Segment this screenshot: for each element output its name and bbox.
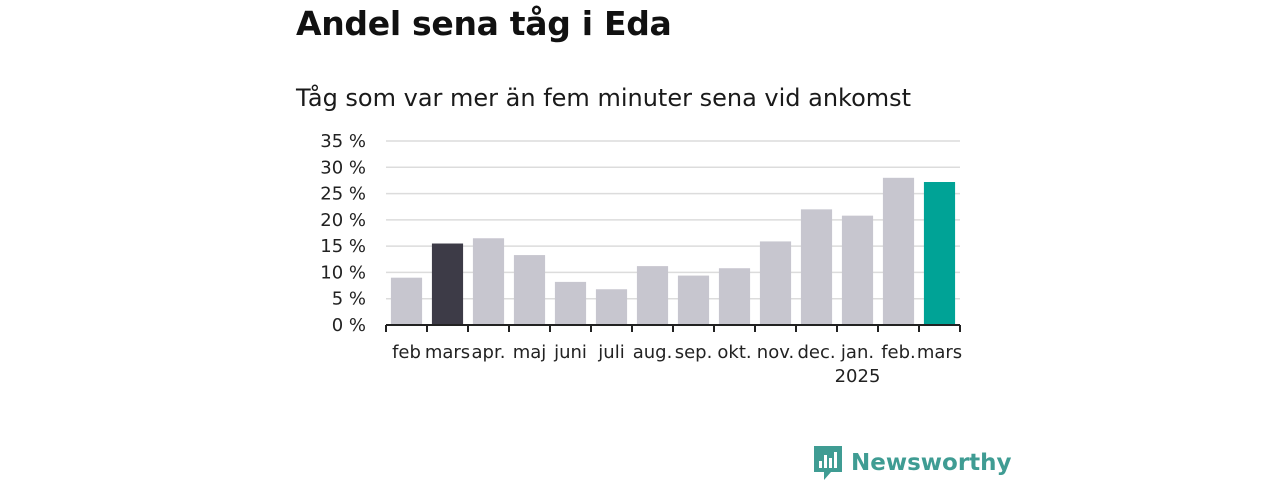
x-tick-label: mars xyxy=(917,342,962,363)
x-tick-label: apr. xyxy=(472,342,506,363)
x-tick-label: feb xyxy=(392,342,421,363)
y-tick-label: 35 % xyxy=(320,131,366,152)
y-tick-label: 30 % xyxy=(320,157,366,178)
y-tick-label: 0 % xyxy=(332,315,366,336)
bar xyxy=(841,215,874,325)
chart-subtitle: Tåg som var mer än fem minuter sena vid … xyxy=(296,84,912,112)
y-tick-label: 15 % xyxy=(320,236,366,257)
x-tick-label: sep. xyxy=(675,342,713,363)
x-tick-label: dec. xyxy=(797,342,835,363)
x-tick-label: aug. xyxy=(633,342,673,363)
x-tick-label: maj xyxy=(513,342,547,363)
chart-title: Andel sena tåg i Eda xyxy=(296,4,672,43)
bar xyxy=(554,281,587,325)
bar xyxy=(718,268,751,325)
x-tick-label: jan. xyxy=(840,342,874,363)
y-tick-label: 25 % xyxy=(320,184,366,205)
bar xyxy=(677,275,710,325)
y-tick-label: 20 % xyxy=(320,210,366,231)
bar xyxy=(513,255,546,325)
x-tick-label: juli xyxy=(597,342,624,363)
brand-name: Newsworthy xyxy=(851,450,1012,476)
x-tick-label: nov. xyxy=(757,342,794,363)
brand-logo: Newsworthy xyxy=(814,446,1012,480)
x-year-label: 2025 xyxy=(835,366,881,387)
bar xyxy=(882,177,915,325)
bar xyxy=(923,182,956,325)
x-tick-label: mars xyxy=(425,342,470,363)
y-tick-label: 10 % xyxy=(320,262,366,283)
x-tick-label: okt. xyxy=(717,342,751,363)
bar xyxy=(390,277,423,325)
bar xyxy=(759,241,792,325)
x-tick-label: juni xyxy=(553,342,587,363)
bar xyxy=(472,238,505,325)
bar xyxy=(431,243,464,325)
y-tick-label: 5 % xyxy=(332,289,366,310)
bar xyxy=(595,289,628,325)
newsworthy-logo-icon xyxy=(814,446,842,480)
bar-chart: 0 %5 %10 %15 %20 %25 %30 %35 %feb mars apr… xyxy=(320,131,962,387)
x-tick-label: feb. xyxy=(881,342,916,363)
bar xyxy=(800,209,833,325)
bar xyxy=(636,266,669,325)
